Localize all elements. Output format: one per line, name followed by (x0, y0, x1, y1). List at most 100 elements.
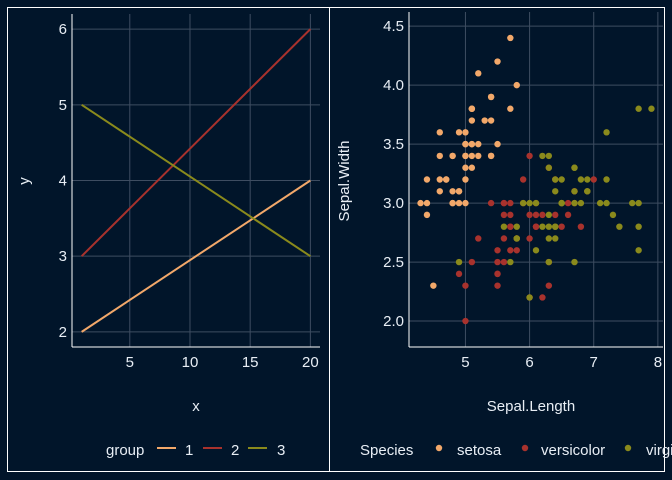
point-virginica (558, 199, 565, 207)
point-virginica (616, 223, 623, 230)
point-virginica (609, 211, 617, 219)
point-versicolor (539, 294, 546, 301)
point-virginica (539, 223, 546, 230)
point-virginica (571, 199, 578, 207)
legend-label-virginica: virginica (646, 442, 672, 459)
line-y-axis-label: y (16, 177, 33, 185)
point-setosa (423, 211, 431, 219)
scatter-y-tick-label: 2.5 (383, 254, 404, 271)
point-virginica (635, 223, 642, 230)
point-setosa (455, 199, 463, 207)
legend-label-1: 1 (185, 442, 193, 459)
point-virginica (545, 258, 553, 266)
point-setosa (475, 70, 482, 77)
point-virginica (545, 211, 553, 219)
point-versicolor (462, 317, 469, 325)
point-setosa (436, 152, 443, 160)
point-virginica (571, 258, 578, 266)
point-virginica (545, 164, 553, 171)
point-virginica (558, 176, 565, 183)
scatter-y-tick-label: 3.5 (383, 136, 404, 153)
point-setosa (487, 117, 495, 124)
legend-key-versicolor (521, 444, 529, 452)
series-line-2 (80, 28, 312, 257)
point-setosa (462, 164, 469, 171)
point-virginica (648, 105, 655, 112)
line-x-tick-label: 15 (242, 354, 259, 371)
point-setosa (462, 129, 469, 136)
line-x-axis-label: x (192, 398, 200, 415)
legend-key-virginica (624, 444, 632, 452)
line-legend: group 1 2 3 (106, 442, 285, 459)
point-virginica (526, 199, 533, 207)
point-setosa (468, 117, 476, 124)
point-virginica (552, 188, 559, 195)
point-versicolor (539, 211, 546, 219)
point-setosa (436, 129, 443, 136)
line-x-tick-label: 10 (182, 354, 199, 371)
legend-label-versicolor: versicolor (541, 442, 605, 459)
point-virginica (532, 199, 540, 207)
point-setosa (468, 164, 476, 171)
point-virginica (519, 199, 527, 207)
point-setosa (513, 81, 520, 89)
point-versicolor (564, 211, 572, 219)
point-versicolor (500, 211, 508, 219)
point-virginica (635, 199, 642, 207)
point-setosa (462, 199, 469, 207)
point-virginica (526, 294, 533, 301)
legend-label-3: 3 (277, 442, 285, 459)
point-setosa (462, 152, 469, 160)
scatter-legend-title: Species (360, 442, 413, 459)
point-virginica (545, 235, 553, 242)
scatter-x-tick-label: 8 (654, 354, 662, 371)
line-x-tick-label: 20 (302, 354, 319, 371)
scatter-chart: 5 6 7 8 2.0 2.5 3.0 3.5 4.0 4.5 (383, 12, 663, 371)
point-setosa (455, 129, 463, 136)
point-setosa (507, 34, 514, 42)
point-setosa (449, 188, 456, 195)
point-versicolor (532, 223, 540, 230)
point-setosa (468, 140, 476, 148)
line-y-tick-label: 5 (59, 97, 67, 114)
point-virginica (571, 164, 578, 171)
point-versicolor (475, 235, 482, 242)
point-setosa (475, 140, 482, 148)
point-virginica (552, 176, 559, 183)
line-y-tick-label: 6 (59, 21, 67, 38)
point-versicolor (507, 247, 514, 254)
point-versicolor (468, 258, 476, 266)
point-versicolor (526, 211, 533, 219)
scatter-y-tick-label: 4.5 (383, 18, 404, 35)
point-setosa (494, 140, 501, 148)
point-setosa (436, 188, 443, 195)
point-setosa (462, 176, 469, 183)
scatter-y-tick-label: 3.0 (383, 195, 404, 212)
point-setosa (417, 199, 424, 207)
point-setosa (487, 152, 495, 160)
point-virginica (545, 223, 553, 230)
point-versicolor (500, 235, 508, 242)
point-versicolor (577, 223, 585, 230)
point-versicolor (513, 247, 520, 254)
point-versicolor (487, 199, 495, 207)
scatter-x-tick-label: 5 (461, 354, 469, 371)
point-setosa (481, 117, 488, 124)
point-versicolor (545, 282, 553, 289)
point-setosa (455, 188, 463, 195)
point-virginica (507, 258, 514, 266)
point-virginica (539, 152, 546, 160)
point-versicolor (558, 223, 565, 230)
point-versicolor (590, 176, 597, 183)
point-virginica (500, 223, 508, 230)
point-setosa (468, 105, 476, 112)
scatter-y-tick-label: 4.0 (383, 77, 404, 94)
line-x-tick-label: 5 (126, 354, 134, 371)
point-versicolor (532, 211, 540, 219)
point-versicolor (494, 258, 501, 266)
right-panel-border (329, 7, 665, 472)
series-line-3 (81, 103, 311, 258)
point-virginica (455, 258, 463, 266)
